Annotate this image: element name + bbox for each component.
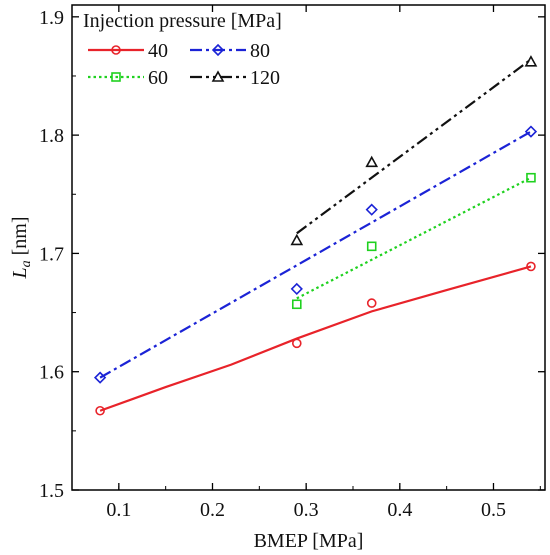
plot-frame: [71, 4, 546, 491]
legend-title: Injection pressure [MPa]: [83, 10, 282, 32]
y-axis-title-unit: [nm]: [9, 216, 31, 260]
x-tick-label: 0.3: [294, 499, 319, 521]
tick-labels: 0.1 0.2 0.3 0.4 0.5 1.5 1.6 1.7 1.8 1.9: [39, 7, 506, 521]
x-tick-label: 0.2: [200, 499, 225, 521]
y-tick-label: 1.5: [39, 480, 64, 502]
fit-line-60: [296, 176, 532, 300]
fit-lines: [99, 58, 532, 412]
marker-80: [290, 282, 303, 296]
data-markers: [93, 55, 538, 416]
y-axis-title: La [nm]: [9, 216, 34, 279]
legend-entries: 40 60 80 120: [88, 40, 280, 89]
marker-40: [95, 405, 105, 416]
y-tick-label: 1.8: [39, 125, 64, 147]
y-tick-label: 1.7: [39, 243, 64, 265]
y-axis-title-sub: a: [19, 260, 34, 267]
y-axis-title-main: L: [9, 267, 31, 279]
marker-60: [526, 172, 536, 183]
marker-40: [291, 338, 302, 349]
marker-120: [524, 55, 538, 67]
y-tick-label: 1.6: [39, 362, 64, 384]
marker-80: [524, 125, 538, 138]
legend-marker-120: [211, 70, 225, 82]
marker-60: [291, 299, 302, 310]
x-axis-title: BMEP [MPa]: [254, 530, 364, 552]
marker-60: [366, 241, 377, 252]
marker-80: [93, 371, 107, 384]
fit-line-80: [99, 130, 532, 379]
x-tick-label: 0.5: [481, 499, 506, 521]
x-tick-label: 0.4: [387, 499, 412, 521]
legend-label-60: 60: [148, 67, 168, 89]
marker-120: [290, 233, 304, 246]
marker-40: [366, 298, 377, 308]
y-tick-label: 1.9: [39, 7, 64, 29]
fit-line-120: [296, 58, 532, 235]
legend-marker-80: [211, 43, 225, 57]
marker-80: [365, 203, 378, 216]
legend-marker-60: [111, 72, 121, 82]
x-tick-label: 0.1: [106, 499, 131, 521]
axis-ticks: [71, 5, 545, 491]
marker-40: [526, 261, 536, 272]
fit-line-40: [99, 265, 532, 412]
legend-label-80: 80: [250, 40, 270, 62]
legend-label-40: 40: [148, 40, 168, 62]
legend: Injection pressure [MPa] 40 60 80 120: [83, 10, 282, 89]
marker-120: [365, 155, 379, 168]
legend-label-120: 120: [250, 67, 280, 89]
legend-marker-40: [111, 45, 121, 55]
